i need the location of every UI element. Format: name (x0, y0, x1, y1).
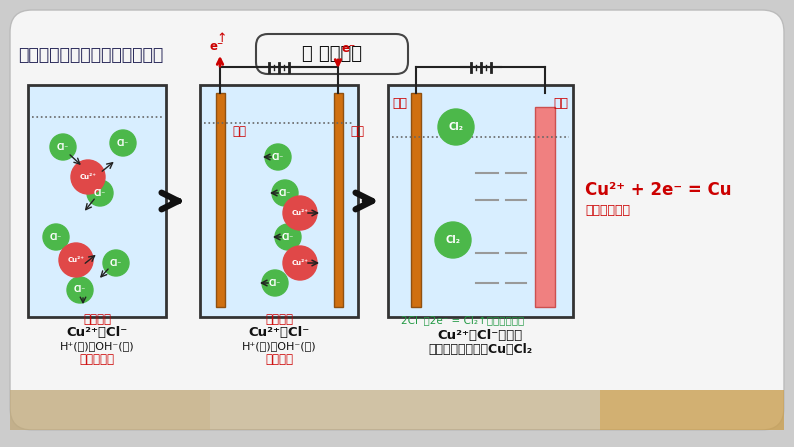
Circle shape (262, 270, 288, 296)
Circle shape (43, 224, 69, 250)
Circle shape (438, 109, 474, 145)
Circle shape (272, 180, 298, 206)
Text: Cu²⁺、Cl⁻两极上: Cu²⁺、Cl⁻两极上 (437, 329, 523, 342)
Circle shape (283, 196, 317, 230)
Circle shape (50, 134, 76, 160)
Bar (10, 390, 784, 430)
Text: 通电前：: 通电前： (83, 313, 111, 326)
Text: 通电后：: 通电后： (265, 313, 293, 326)
Text: Cu²⁺: Cu²⁺ (291, 260, 309, 266)
Circle shape (67, 277, 93, 303)
Text: Cl⁻: Cl⁻ (74, 286, 86, 295)
Text: 阴极: 阴极 (553, 97, 569, 110)
Text: Cl⁻: Cl⁻ (279, 189, 291, 198)
Text: Cl⁻: Cl⁻ (94, 189, 106, 198)
Circle shape (87, 180, 113, 206)
Text: 📖 新知探究: 📖 新知探究 (302, 45, 362, 63)
Text: 定向运动: 定向运动 (265, 353, 293, 366)
Circle shape (71, 160, 105, 194)
Text: 电解氯化铜溶液的微观反应过程: 电解氯化铜溶液的微观反应过程 (18, 46, 164, 64)
Text: Cu²⁺: Cu²⁺ (79, 174, 97, 180)
Text: Cl⁻: Cl⁻ (110, 258, 122, 267)
Text: Cl⁻: Cl⁻ (282, 232, 294, 241)
FancyBboxPatch shape (10, 10, 784, 430)
Bar (334, 93, 343, 307)
Bar (216, 93, 225, 307)
Text: Cu²⁺: Cu²⁺ (291, 210, 309, 216)
Circle shape (59, 243, 93, 277)
Circle shape (283, 246, 317, 280)
Bar (411, 93, 421, 307)
Text: 阴极: 阴极 (350, 125, 364, 138)
Circle shape (435, 222, 471, 258)
Text: 无规则运动: 无规则运动 (79, 353, 114, 366)
Text: 阳极: 阳极 (392, 97, 407, 110)
Text: 发生电子得失生成Cu、Cl₂: 发生电子得失生成Cu、Cl₂ (429, 343, 533, 356)
Bar (600, 390, 784, 430)
Bar (10, 390, 210, 430)
Text: H⁺(少)、OH⁻(少): H⁺(少)、OH⁻(少) (60, 341, 134, 351)
Text: Cl⁻: Cl⁻ (57, 143, 69, 152)
Text: Cl⁻: Cl⁻ (50, 232, 62, 241)
Text: （还原反应）: （还原反应） (585, 203, 630, 216)
Bar (535, 107, 555, 307)
Text: ↑: ↑ (216, 32, 226, 45)
Text: H⁺(少)、OH⁻(少): H⁺(少)、OH⁻(少) (241, 341, 316, 351)
Bar (388, 85, 573, 317)
FancyBboxPatch shape (256, 34, 408, 74)
Text: Cu²⁺ + 2e⁻ = Cu: Cu²⁺ + 2e⁻ = Cu (585, 181, 731, 199)
Circle shape (103, 250, 129, 276)
Text: Cl⁻: Cl⁻ (272, 152, 284, 161)
Bar (28, 85, 166, 317)
Text: 2Cl⁻－2e⁻ = Cl₂↑（氧化反应）: 2Cl⁻－2e⁻ = Cl₂↑（氧化反应） (401, 315, 524, 325)
Circle shape (265, 144, 291, 170)
Text: Cl₂: Cl₂ (445, 235, 461, 245)
Bar (200, 85, 358, 317)
Text: Cl₂: Cl₂ (449, 122, 464, 132)
Circle shape (110, 130, 136, 156)
Text: Cu²⁺、Cl⁻: Cu²⁺、Cl⁻ (67, 326, 128, 339)
Text: Cu²⁺、Cl⁻: Cu²⁺、Cl⁻ (249, 326, 310, 339)
Text: Cl⁻: Cl⁻ (269, 278, 281, 287)
Text: e⁻: e⁻ (210, 40, 224, 53)
Text: e⁻: e⁻ (341, 42, 355, 55)
Text: Cu²⁺: Cu²⁺ (67, 257, 84, 263)
Text: Cl⁻: Cl⁻ (117, 139, 129, 148)
Text: 阳极: 阳极 (232, 125, 246, 138)
Circle shape (275, 224, 301, 250)
